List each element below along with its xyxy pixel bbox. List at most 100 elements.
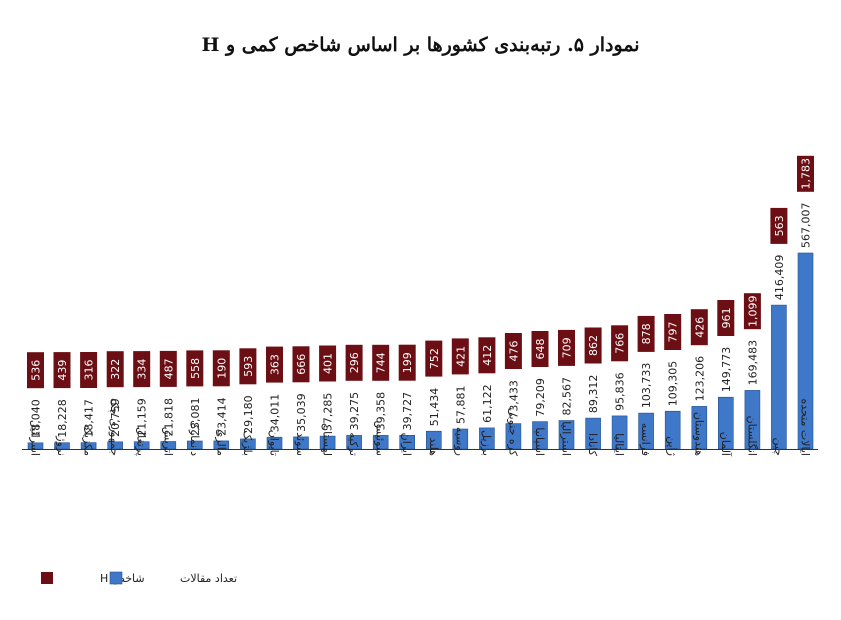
h-index-box <box>690 309 708 346</box>
category-label: هلند <box>427 437 440 456</box>
papers-value-label: 39,275 <box>348 392 361 431</box>
papers-value-label: 21,159 <box>136 398 149 437</box>
h-index-value-label: 744 <box>375 352 388 373</box>
category-label: نروژ <box>55 435 68 456</box>
papers-value-label: 89,312 <box>587 375 600 414</box>
h-index-value-label: 878 <box>640 323 653 344</box>
category-label: ترکیه <box>347 432 360 456</box>
h-index-box <box>186 350 204 387</box>
category-label: کانادا <box>586 433 599 457</box>
papers-value-label: 34,011 <box>269 394 282 433</box>
category-label: پرتغال <box>135 427 148 456</box>
h-index-value-label: 401 <box>322 353 335 374</box>
legend-swatch-papers <box>109 571 123 585</box>
category-label: مکزیک <box>82 425 95 456</box>
h-index-box <box>478 337 496 374</box>
category-labels: اسرائیل نروژ مکزیک جمهوری چک پرتغال اتریش دانم… <box>29 398 812 457</box>
category-label: چین <box>772 438 785 457</box>
category-label: ایالات متحده <box>799 399 812 456</box>
h-index-value-label: 322 <box>109 359 122 380</box>
h-index-value-label: 363 <box>269 354 282 375</box>
papers-value-label: 35,039 <box>295 393 308 432</box>
category-label: لهستان <box>321 423 334 456</box>
h-index-box <box>319 345 337 382</box>
category-label: بلژیک <box>241 430 254 456</box>
category-label: آلمان <box>719 432 733 457</box>
h-index-box <box>558 329 575 366</box>
h-index-value-label: 558 <box>189 358 202 379</box>
h-index-value-label: 648 <box>534 339 547 360</box>
legend: شاخص H تعداد مقالات <box>41 571 237 585</box>
category-label: اسرائیل <box>29 420 42 456</box>
h-index-value-label: 334 <box>136 359 149 380</box>
h-index-box <box>425 340 443 377</box>
papers-value-label: 95,836 <box>614 372 627 411</box>
category-label: هندوستان <box>692 412 705 456</box>
chart-title: نمودار ۵. رتبه‌بندی کشورها بر اساس شاخص … <box>201 34 640 56</box>
category-label: فرانسه <box>639 423 652 456</box>
papers-value-label: 20,759 <box>109 398 122 437</box>
h-index-box <box>743 293 761 330</box>
papers-value-label: 51,434 <box>428 388 441 427</box>
h-index-box <box>584 327 602 364</box>
h-index-box <box>717 300 735 336</box>
papers-value-label: 57,881 <box>454 386 467 425</box>
category-label: برزیل <box>480 430 493 456</box>
papers-value-label: 103,733 <box>640 363 653 409</box>
category-label: استرالیا <box>560 421 573 456</box>
h-index-value-label: 709 <box>561 337 574 358</box>
h-index-value-label: 536 <box>30 360 43 381</box>
h-index-value-label: 1,099 <box>746 295 759 327</box>
h-index-box <box>159 350 177 387</box>
category-label: سوئیس <box>374 421 387 456</box>
papers-value-label: 37,285 <box>322 393 335 432</box>
category-label: ایران <box>400 433 413 456</box>
h-index-value-label: 476 <box>507 341 520 362</box>
h-index-value-label: 752 <box>428 348 441 369</box>
category-label: دانمارک <box>188 420 201 456</box>
category-label: کره جنوبی <box>506 407 519 456</box>
h-index-value-label: 439 <box>56 360 69 381</box>
h-index-box <box>212 350 230 387</box>
h-index-box <box>398 344 416 381</box>
h-index-value-label: 593 <box>242 356 255 377</box>
h-index-box <box>372 344 390 381</box>
papers-value-label: 21,818 <box>162 398 175 437</box>
bar-papers <box>771 304 787 450</box>
h-index-box <box>451 338 469 375</box>
category-label: تایوان <box>268 430 281 456</box>
category-label: انگلستان <box>745 416 758 456</box>
papers-value-label: 169,483 <box>746 340 759 386</box>
category-label: ایتالیا <box>613 433 626 456</box>
h-index-box <box>53 352 71 389</box>
h-index-box <box>664 314 682 350</box>
papers-value-label: 23,081 <box>189 398 202 437</box>
labels-layer: 18,040 536 18,228 439 18,417 316 20,759 322 21,1… <box>27 155 814 438</box>
category-label: اسپانیا <box>533 427 546 456</box>
papers-value-label: 39,727 <box>401 392 414 431</box>
papers-value-label: 61,122 <box>481 384 494 423</box>
category-label: اتریش <box>161 427 174 456</box>
papers-value-label: 567,007 <box>800 203 813 249</box>
category-label: ژاپن <box>666 436 679 456</box>
h-index-box <box>80 352 98 388</box>
papers-value-label: 82,567 <box>561 377 574 416</box>
h-index-box <box>637 315 655 352</box>
papers-value-label: 79,209 <box>534 378 547 417</box>
h-index-value-label: 426 <box>693 317 706 338</box>
papers-value-label: 29,180 <box>242 395 255 434</box>
h-index-box <box>504 333 522 369</box>
h-index-value-label: 421 <box>454 346 467 367</box>
h-index-value-label: 862 <box>587 335 600 356</box>
papers-value-label: 123,206 <box>693 356 706 402</box>
h-index-value-label: 487 <box>162 358 175 379</box>
h-index-value-label: 296 <box>348 352 361 373</box>
papers-value-label: 73,433 <box>507 380 520 419</box>
h-index-value-label: 563 <box>773 215 786 236</box>
bars-layer <box>27 252 814 450</box>
h-index-box <box>770 207 788 244</box>
h-index-box <box>239 348 257 385</box>
h-index-value-label: 199 <box>401 352 414 373</box>
papers-value-label: 18,417 <box>83 399 96 438</box>
